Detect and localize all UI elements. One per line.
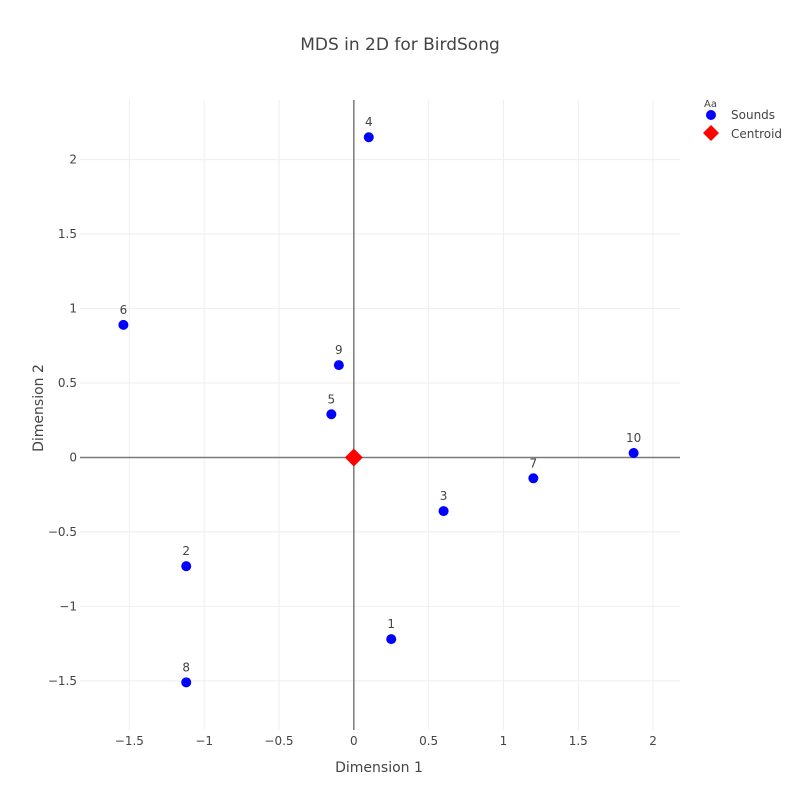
point-label: 7 xyxy=(530,456,538,470)
centroid-point[interactable] xyxy=(344,448,363,467)
point-label: 10 xyxy=(626,431,641,445)
point-label: 9 xyxy=(335,343,343,357)
sound-marker xyxy=(386,634,397,645)
x-tick-labels: −1.5 −1 −0.5 0 0.5 1 1.5 2 xyxy=(115,734,657,748)
sound-marker xyxy=(528,473,539,484)
sound-point[interactable]: 9 xyxy=(333,343,344,371)
point-label: 8 xyxy=(182,660,190,674)
sound-point[interactable]: 4 xyxy=(363,115,374,143)
sound-marker xyxy=(363,132,374,143)
x-tick-label: −1.5 xyxy=(115,734,144,748)
sound-marker xyxy=(181,677,192,688)
x-tick-label: 1.5 xyxy=(569,734,588,748)
legend-item-centroid[interactable]: Centroid xyxy=(703,125,782,141)
chart-title: MDS in 2D for BirdSong xyxy=(300,35,500,55)
legend-item-sounds[interactable]: Sounds xyxy=(706,108,775,122)
zero-line-layer xyxy=(80,100,680,730)
sound-point[interactable]: 5 xyxy=(326,392,337,420)
x-tick-label: 2 xyxy=(649,734,657,748)
sound-point[interactable]: 1 xyxy=(386,617,397,645)
y-tick-label: 2 xyxy=(69,153,77,167)
sound-point[interactable]: 7 xyxy=(528,456,539,484)
sound-marker xyxy=(333,360,344,371)
y-tick-label: 0 xyxy=(69,450,77,464)
point-label: 4 xyxy=(365,115,373,129)
sound-marker xyxy=(118,319,129,330)
y-tick-label: 1 xyxy=(69,302,77,316)
legend: Aa Sounds Centroid xyxy=(703,99,782,141)
sound-point[interactable]: 3 xyxy=(438,489,449,517)
x-axis-title: Dimension 1 xyxy=(335,760,423,776)
x-tick-label: −0.5 xyxy=(264,734,293,748)
legend-sounds-marker xyxy=(706,110,716,120)
sound-marker xyxy=(438,506,449,517)
points-layer: 1 2 3 4 5 6 7 8 9 10 xyxy=(118,115,641,688)
y-tick-label: 0.5 xyxy=(58,376,77,390)
sound-point[interactable]: 8 xyxy=(181,660,192,688)
centroid-marker xyxy=(344,448,363,467)
sound-marker xyxy=(326,409,337,420)
y-tick-label: −1.5 xyxy=(48,674,77,688)
x-tick-label: 0.5 xyxy=(419,734,438,748)
y-tick-label: 1.5 xyxy=(58,227,77,241)
point-label: 2 xyxy=(182,544,190,558)
point-label: 5 xyxy=(328,392,336,406)
sound-marker xyxy=(628,447,639,458)
x-tick-label: 1 xyxy=(500,734,508,748)
legend-title: Aa xyxy=(704,99,717,110)
legend-sounds-label: Sounds xyxy=(731,108,775,122)
x-tick-label: 0 xyxy=(350,734,358,748)
sound-marker xyxy=(181,561,192,572)
legend-centroid-label: Centroid xyxy=(731,127,782,141)
point-label: 6 xyxy=(120,303,128,317)
y-tick-label: −0.5 xyxy=(48,525,77,539)
y-tick-label: −1 xyxy=(59,599,77,613)
x-tick-label: −1 xyxy=(195,734,213,748)
y-tick-labels: −1.5 −1 −0.5 0 0.5 1 1.5 2 xyxy=(48,153,77,688)
grid-layer xyxy=(80,100,680,730)
legend-centroid-marker xyxy=(703,125,719,141)
sound-point[interactable]: 2 xyxy=(181,544,192,572)
sound-point[interactable]: 10 xyxy=(626,431,641,458)
point-label: 1 xyxy=(387,617,395,631)
y-axis-title: Dimension 2 xyxy=(31,364,47,452)
point-label: 3 xyxy=(440,489,448,503)
sound-point[interactable]: 6 xyxy=(118,303,129,330)
